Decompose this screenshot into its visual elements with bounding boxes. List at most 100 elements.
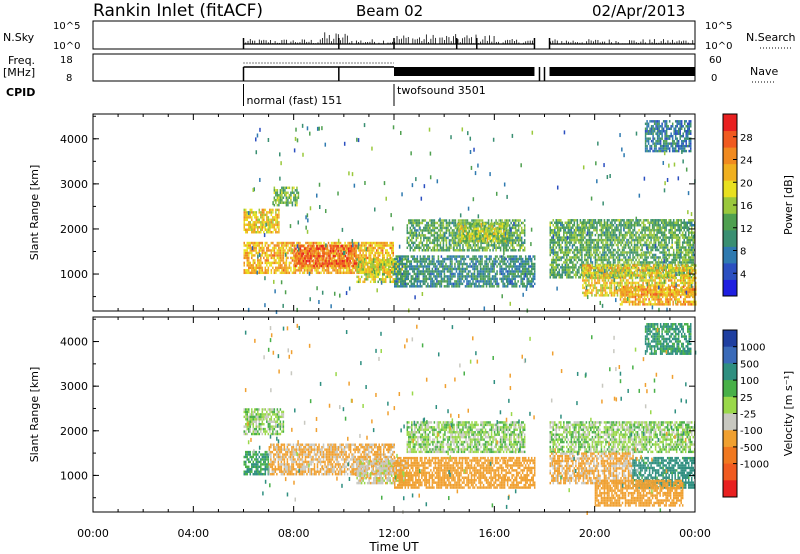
data-cell xyxy=(261,254,264,257)
data-cell xyxy=(276,213,279,217)
data-cell xyxy=(564,236,567,239)
data-cell xyxy=(440,282,443,286)
data-cell xyxy=(413,260,416,263)
data-cell xyxy=(569,241,571,244)
data-cell xyxy=(483,237,486,240)
data-cell xyxy=(470,272,473,276)
data-cell xyxy=(483,227,486,231)
data-cell xyxy=(461,265,464,268)
data-cell xyxy=(605,236,607,239)
data-cell xyxy=(429,224,431,227)
data-cell xyxy=(614,236,616,239)
data-cell xyxy=(332,249,335,253)
data-cell xyxy=(281,186,283,190)
data-cell xyxy=(521,265,524,268)
data-cell xyxy=(499,241,502,245)
data-cell xyxy=(594,226,597,229)
data-cell xyxy=(263,256,265,260)
data-cell xyxy=(575,271,577,274)
data-cell xyxy=(581,263,583,267)
data-cell xyxy=(521,257,524,261)
data-cell xyxy=(322,254,324,258)
data-cell xyxy=(579,246,582,249)
data-cell xyxy=(357,258,360,261)
data-cell xyxy=(442,277,444,281)
data-cell xyxy=(307,257,309,260)
data-cell xyxy=(320,241,322,245)
data-cell xyxy=(581,226,583,229)
data-cell xyxy=(510,241,512,245)
data-cell xyxy=(394,270,396,273)
data-cell xyxy=(480,244,482,247)
data-cell xyxy=(564,253,567,257)
data-cell xyxy=(532,267,534,271)
data-cell xyxy=(462,235,465,238)
data-cell xyxy=(523,277,525,281)
data-cell xyxy=(263,230,265,234)
data-cell xyxy=(332,262,335,265)
data-cell xyxy=(384,265,387,269)
data-cell xyxy=(558,231,561,234)
data-cell xyxy=(582,261,585,264)
data-cell xyxy=(365,275,367,279)
data-cell xyxy=(428,262,431,266)
data-cell xyxy=(512,272,515,276)
data-cell xyxy=(452,275,455,278)
data-cell xyxy=(330,271,333,275)
data-cell xyxy=(258,259,261,262)
data-cell xyxy=(441,246,443,250)
data-cell xyxy=(633,221,636,224)
data-cell xyxy=(557,253,559,257)
data-cell xyxy=(448,249,451,252)
data-cell xyxy=(629,253,631,257)
data-cell xyxy=(561,251,564,254)
data-cell xyxy=(608,236,610,239)
data-cell xyxy=(251,264,253,267)
data-cell xyxy=(417,221,419,225)
data-cell xyxy=(478,260,480,263)
data-cell xyxy=(564,228,567,232)
data-cell xyxy=(611,246,613,249)
data-cell xyxy=(573,231,576,234)
data-cell xyxy=(558,233,561,237)
data-cell xyxy=(282,244,285,247)
data-cell xyxy=(624,226,627,229)
data-cell xyxy=(254,244,256,247)
data-cell xyxy=(529,272,531,276)
data-cell xyxy=(621,233,624,237)
data-cell xyxy=(359,265,361,269)
data-cell xyxy=(281,189,283,192)
data-cell xyxy=(308,244,310,247)
data-cell xyxy=(435,244,437,247)
data-cell xyxy=(566,231,568,234)
data-cell xyxy=(567,226,570,229)
data-cell xyxy=(457,244,460,247)
data-cell xyxy=(421,249,424,252)
data-cell xyxy=(629,256,631,259)
data-cell xyxy=(451,219,454,222)
data-cell xyxy=(588,233,591,237)
data-cell xyxy=(245,216,247,219)
data-cell xyxy=(287,201,289,204)
data-cell xyxy=(459,227,462,231)
data-cell xyxy=(254,259,256,262)
data-cell xyxy=(579,276,582,279)
data-cell xyxy=(317,249,320,253)
data-cell xyxy=(500,272,503,276)
data-cell xyxy=(375,244,378,247)
data-cell xyxy=(261,241,264,245)
data-cell xyxy=(520,262,522,266)
data-cell xyxy=(463,262,465,266)
data-cell xyxy=(389,263,391,266)
data-cell xyxy=(344,271,346,275)
data-cell xyxy=(468,232,471,236)
data-cell xyxy=(395,285,398,288)
data-cell xyxy=(524,270,527,273)
data-cell xyxy=(252,269,255,272)
data-cell xyxy=(285,261,288,265)
data-cell xyxy=(272,261,274,265)
data-cell xyxy=(374,275,376,279)
data-cell xyxy=(347,264,350,268)
data-cell xyxy=(493,221,496,225)
